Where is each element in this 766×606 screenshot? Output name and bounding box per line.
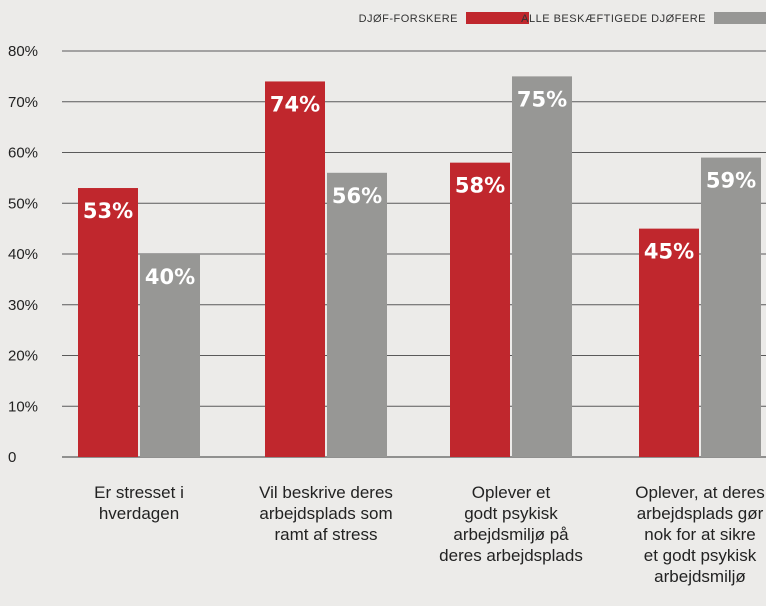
category-label-line: arbejdsplads som: [259, 504, 392, 523]
category-labels: Er stresset i hverdagen Vil beskrive deres…: [94, 483, 765, 586]
bar: [327, 172, 387, 458]
category-label-line: arbejdsmiljø: [654, 567, 746, 586]
y-tick-label: 0: [8, 449, 16, 466]
category-label-line: Oplever, at deres: [635, 483, 764, 502]
category-label-line: hverdagen: [99, 504, 179, 523]
category-label-line: arbejdsmiljø på: [453, 525, 569, 544]
legend: DJØF-FORSKERE ALLE BESKÆFTIGEDE DJØFERE: [359, 12, 766, 25]
bar: [512, 76, 572, 457]
category-label: Oplever et godt psykisk arbejdsmiljø på der…: [439, 483, 583, 565]
bar-value-label: 58%: [455, 174, 505, 198]
bar-value-label: 40%: [145, 265, 195, 289]
bars: [78, 76, 761, 458]
y-tick-label: 60%: [8, 145, 38, 162]
y-tick-label: 30%: [8, 297, 38, 314]
category-label-line: Oplever et: [472, 483, 551, 502]
y-tick-label: 50%: [8, 195, 38, 212]
bar: [140, 254, 200, 457]
legend-swatch: [466, 12, 529, 24]
y-tick-label: 10%: [8, 398, 38, 415]
legend-label: ALLE BESKÆFTIGEDE DJØFERE: [521, 13, 706, 25]
bar: [78, 188, 138, 457]
bar: [701, 157, 761, 457]
bar-value-label: 74%: [270, 92, 320, 116]
bar-value-label: 56%: [332, 184, 382, 208]
category-label: Er stresset i hverdagen: [94, 483, 184, 523]
bar-value-label: 45%: [644, 240, 694, 264]
bar-value-label: 75%: [517, 87, 567, 111]
bar-value-label: 59%: [706, 169, 756, 193]
legend-label: DJØF-FORSKERE: [359, 13, 458, 25]
y-tick-label: 70%: [8, 94, 38, 111]
bar-value-label: 53%: [83, 199, 133, 223]
category-label: Vil beskrive deres arbejdsplads som ramt a…: [259, 483, 393, 544]
bar: [639, 228, 699, 457]
bar: [450, 162, 510, 457]
category-label: Oplever, at deres arbejdsplads gør nok for…: [635, 483, 764, 586]
y-tick-label: 40%: [8, 246, 38, 263]
category-label-line: Er stresset i: [94, 483, 184, 502]
category-label-line: arbejdsplads gør: [637, 504, 764, 523]
category-label-line: nok for at sikre: [644, 525, 756, 544]
y-tick-label: 20%: [8, 348, 38, 365]
category-label-line: Vil beskrive deres: [259, 483, 393, 502]
y-tick-label: 80%: [8, 43, 38, 60]
category-label-line: godt psykisk: [464, 504, 558, 523]
y-axis-tick-labels: 0 10% 20% 30% 40% 50% 60% 70% 80%: [8, 43, 38, 466]
legend-swatch: [714, 12, 766, 24]
category-label-line: ramt af stress: [275, 525, 378, 544]
bar: [265, 81, 325, 457]
category-label-line: et godt psykisk: [644, 546, 757, 565]
bar-labels: 53% 40% 74% 56% 58% 75% 45% 59%: [83, 87, 756, 289]
category-label-line: deres arbejdsplads: [439, 546, 583, 565]
